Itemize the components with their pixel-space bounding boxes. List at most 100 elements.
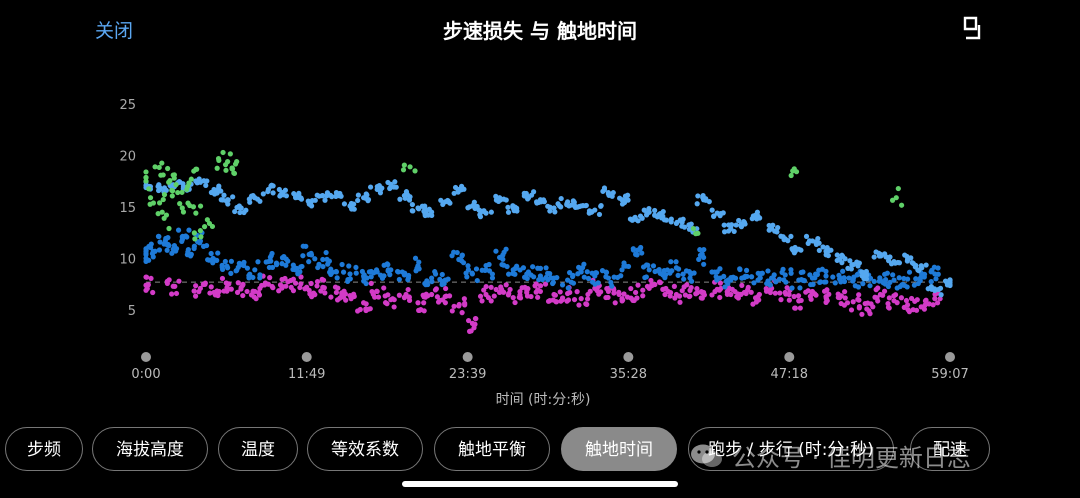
data-point-light_blue [637, 213, 644, 219]
x-tick-label: 11:49 [288, 367, 325, 382]
data-point-light_blue [778, 233, 784, 239]
data-point-light_blue [241, 209, 247, 216]
home-indicator[interactable] [402, 481, 678, 487]
x-tick-marker[interactable] [784, 352, 795, 362]
data-point-dark_blue [387, 272, 393, 278]
data-point-light_blue [377, 190, 384, 196]
data-point-magenta [288, 277, 294, 284]
data-point-light_blue [547, 208, 553, 214]
data-point-dark_blue [846, 275, 852, 281]
data-point-magenta [598, 289, 604, 295]
close-button[interactable]: 关闭 [95, 20, 134, 42]
tab-1[interactable]: 海拔高度 [92, 427, 208, 471]
x-tick-marker[interactable] [945, 352, 955, 362]
tab-2[interactable]: 温度 [218, 427, 298, 471]
data-point-magenta [333, 289, 340, 296]
data-point-magenta [500, 289, 507, 295]
tab-4[interactable]: 触地平衡 [434, 427, 550, 471]
data-point-green [401, 162, 407, 168]
data-point-dark_blue [550, 279, 556, 286]
data-point-magenta [342, 291, 348, 297]
data-point-magenta [571, 296, 578, 303]
data-point-light_blue [774, 229, 780, 235]
data-point-green [690, 226, 697, 232]
data-point-dark_blue [757, 275, 763, 281]
data-point-light_blue [282, 187, 288, 193]
data-point-magenta [612, 300, 618, 306]
x-tick-marker[interactable] [141, 352, 151, 362]
data-point-dark_blue [255, 259, 261, 265]
x-tick-marker[interactable] [623, 352, 634, 362]
data-point-magenta [885, 301, 891, 307]
data-point-light_blue [915, 267, 921, 273]
data-point-magenta [682, 292, 689, 298]
data-point-dark_blue [810, 281, 816, 287]
data-point-dark_blue [904, 284, 910, 290]
tab-6[interactable]: 跑步 / 步行 (时:分:秒) [688, 427, 894, 471]
data-point-light_blue [214, 189, 220, 195]
tab-3[interactable]: 等效系数 [307, 427, 423, 471]
data-point-magenta [493, 286, 499, 293]
data-point-dark_blue [696, 256, 702, 262]
data-point-magenta [416, 307, 423, 314]
data-point-dark_blue [559, 282, 566, 288]
data-point-light_blue [514, 208, 520, 214]
data-point-magenta [443, 285, 449, 292]
data-point-magenta [880, 292, 886, 298]
data-point-light_blue [216, 183, 222, 189]
data-point-dark_blue [385, 261, 391, 268]
data-point-dark_blue [642, 274, 648, 281]
data-point-light_blue [265, 188, 271, 195]
data-point-light_blue [938, 292, 944, 298]
data-point-green [694, 230, 700, 236]
tab-7[interactable]: 配速 [910, 427, 990, 471]
data-point-magenta [403, 291, 409, 298]
data-point-magenta [671, 283, 677, 289]
data-point-light_blue [203, 182, 209, 189]
data-point-dark_blue [215, 250, 221, 256]
data-point-green [170, 188, 176, 194]
x-tick-marker[interactable] [301, 352, 312, 362]
data-point-magenta [628, 285, 634, 292]
data-point-magenta [778, 296, 784, 303]
data-point-dark_blue [208, 250, 214, 257]
data-point-magenta [343, 297, 349, 303]
x-tick-marker[interactable] [462, 352, 473, 362]
data-point-light_blue [688, 221, 694, 227]
data-point-light_blue [505, 204, 511, 210]
data-point-dark_blue [308, 250, 314, 256]
data-point-dark_blue [917, 275, 923, 281]
data-point-light_blue [322, 197, 328, 203]
data-point-dark_blue [891, 277, 897, 283]
data-point-dark_blue [353, 264, 359, 271]
tab-5[interactable]: 触地时间 [561, 427, 677, 471]
data-point-dark_blue [512, 271, 518, 277]
data-point-green [407, 164, 413, 170]
data-point-light_blue [721, 229, 728, 235]
data-point-magenta [856, 305, 862, 311]
data-point-light_blue [736, 217, 742, 224]
data-point-dark_blue [565, 285, 571, 291]
data-point-green [188, 176, 194, 182]
data-point-magenta [235, 280, 241, 286]
data-point-dark_blue [751, 280, 757, 286]
expand-icon[interactable] [963, 16, 987, 40]
data-point-magenta [355, 308, 361, 314]
data-point-dark_blue [378, 272, 384, 278]
data-point-light_blue [471, 202, 477, 208]
data-point-light_blue [407, 194, 413, 200]
data-point-light_blue [788, 233, 794, 240]
tab-0[interactable]: 步频 [5, 427, 83, 471]
data-point-magenta [842, 295, 848, 301]
data-point-green [412, 168, 418, 174]
data-point-dark_blue [830, 274, 836, 280]
data-point-magenta [314, 279, 321, 285]
data-point-magenta [384, 301, 390, 307]
data-point-light_blue [709, 207, 715, 213]
data-point-magenta [145, 282, 151, 288]
data-point-dark_blue [797, 285, 803, 291]
data-point-magenta [381, 285, 387, 291]
data-point-magenta [901, 304, 907, 311]
data-point-magenta [699, 289, 705, 296]
data-point-magenta [644, 283, 651, 290]
